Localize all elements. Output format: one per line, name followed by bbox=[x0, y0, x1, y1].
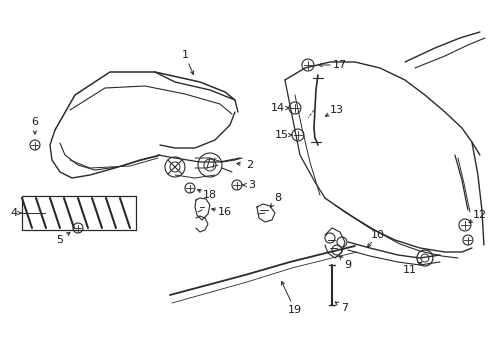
Text: 8: 8 bbox=[274, 193, 281, 203]
Text: 3: 3 bbox=[248, 180, 255, 190]
Text: 7: 7 bbox=[341, 303, 348, 313]
Text: 10: 10 bbox=[370, 230, 384, 240]
Text: 1: 1 bbox=[181, 50, 188, 60]
Text: 2: 2 bbox=[246, 160, 253, 170]
Text: 12: 12 bbox=[472, 210, 486, 220]
Text: 11: 11 bbox=[402, 265, 416, 275]
Text: 5: 5 bbox=[57, 235, 63, 245]
Text: 6: 6 bbox=[31, 117, 39, 127]
Text: 19: 19 bbox=[287, 305, 302, 315]
Text: 9: 9 bbox=[344, 260, 351, 270]
Text: 4: 4 bbox=[10, 208, 18, 218]
Text: 14: 14 bbox=[270, 103, 285, 113]
Text: 16: 16 bbox=[218, 207, 231, 217]
Text: 17: 17 bbox=[332, 60, 346, 70]
Text: 15: 15 bbox=[274, 130, 288, 140]
Text: 13: 13 bbox=[329, 105, 343, 115]
Text: 18: 18 bbox=[203, 190, 217, 200]
